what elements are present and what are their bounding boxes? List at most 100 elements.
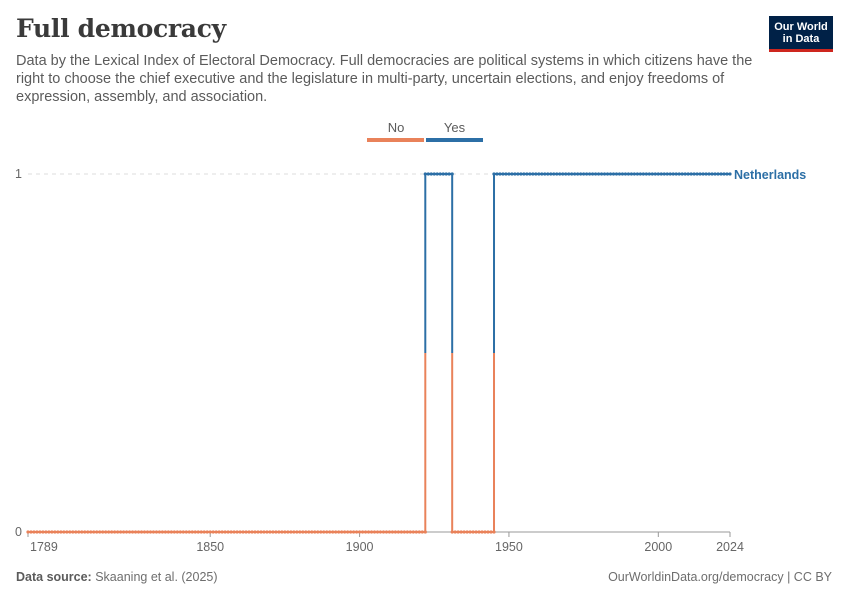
data-point [528,172,532,176]
data-point [540,172,544,176]
data-point [154,530,159,534]
data-point [638,172,642,176]
data-point [357,530,362,534]
data-point [417,530,421,534]
data-point [133,530,138,534]
data-point [456,530,460,534]
data-point [573,172,577,176]
owid-logo[interactable]: Our World in Data [769,16,833,52]
data-point [32,530,36,534]
data-point [295,530,299,534]
credit-link[interactable]: OurWorldinData.org/democracy | CC BY [608,570,832,584]
data-point [411,530,415,534]
series-label-netherlands[interactable]: Netherlands [734,168,806,182]
x-tick-label-1950: 1950 [495,540,523,554]
data-point [77,530,81,534]
data-point [89,530,93,534]
data-point [453,530,457,534]
data-point [65,530,69,534]
data-point [725,172,729,176]
data-point [193,530,197,534]
data-point [534,172,538,176]
data-point [719,172,723,176]
data-point [121,530,126,534]
legend-swatch-yes [426,138,483,142]
data-point [366,530,371,534]
data-point [414,530,418,534]
data-point [47,530,51,534]
logo-line-2: in Data [782,32,820,45]
legend-item-no[interactable]: No [387,120,405,135]
data-point [570,172,574,176]
legend-swatch-no [367,138,424,142]
data-point [564,172,568,176]
data-point [483,530,487,534]
data-point [313,530,317,534]
data-point [477,530,481,534]
data-point [98,530,102,534]
data-point [447,172,451,176]
data-point [459,530,463,534]
data-point [354,530,359,534]
data-point [567,172,571,176]
data-point [375,530,380,534]
data-point [169,530,173,534]
data-point [340,530,344,534]
data-point [211,530,215,534]
chart-subtitle: Data by the Lexical Index of Electoral D… [16,53,753,105]
data-point [465,530,469,534]
data-point [307,530,311,534]
data-point [262,530,266,534]
data-point [343,530,347,534]
data-point [462,530,466,534]
data-point [588,172,592,176]
data-point [683,172,687,176]
data-point [471,530,475,534]
data-point [26,530,30,534]
data-point [602,172,607,176]
data-point [139,530,144,534]
data-point [701,172,705,176]
data-point [181,530,185,534]
data-point [387,530,392,534]
data-point [653,172,657,176]
data-point [626,172,631,176]
data-point [680,172,684,176]
data-point [268,530,272,534]
data-point [360,530,365,534]
data-point [280,530,284,534]
data-point [522,172,526,176]
data-point [259,530,263,534]
data-point [229,530,233,534]
data-point [435,172,439,176]
data-point [157,530,162,534]
data-point [620,172,625,176]
data-point [716,172,720,176]
data-point [576,172,580,176]
data-point [113,530,117,534]
data-point [202,530,206,534]
data-point [289,530,293,534]
data-source-link[interactable]: Skaaning et al. (2025) [95,570,218,584]
data-point [611,172,616,176]
data-point [175,530,179,534]
data-point [71,530,75,534]
data-point [256,530,260,534]
data-point [713,172,717,176]
series-points-1 [423,172,454,176]
data-point [166,530,170,534]
data-point [384,530,389,534]
data-point [277,530,281,534]
data-point [250,530,254,534]
data-point [396,530,401,534]
data-point [142,530,147,534]
data-point [304,530,308,534]
data-point [390,530,395,534]
data-point [220,530,224,534]
data-point [119,530,123,534]
data-point [426,172,430,176]
data-point [68,530,72,534]
data-point [635,172,639,176]
legend-item-yes[interactable]: Yes [443,120,466,135]
